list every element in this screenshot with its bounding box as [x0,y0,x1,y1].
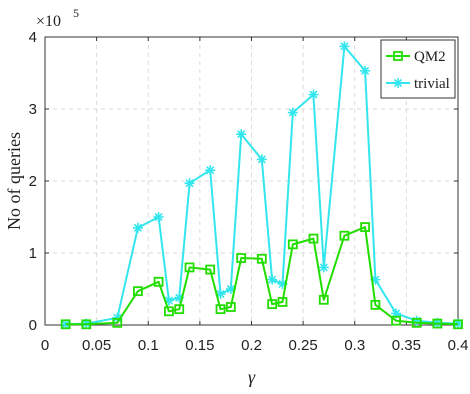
data-point [453,319,463,330]
series-line [65,226,459,326]
series-QM2 [60,222,463,330]
x-tick-label: 0.15 [185,337,214,354]
data-point [132,222,143,233]
data-point [432,318,443,329]
legend-label: trivial [414,76,450,92]
data-point [236,253,247,263]
data-point [205,264,216,275]
data-point [174,304,185,315]
data-point [81,319,92,330]
y-tick-label: 3 [29,101,37,118]
data-point [360,222,370,232]
data-point [318,294,329,305]
legend-marker [393,78,403,88]
x-axis-label: γ [248,367,256,387]
legend: QM2 trivial [380,39,456,99]
data-point [277,297,288,307]
y-exponent-base: ×10 [36,13,61,30]
data-point [318,262,329,273]
series-group [60,41,463,330]
y-tick-label: 4 [29,29,37,46]
data-point [339,230,350,241]
legend-item-trivial: trivial [386,76,450,92]
data-point [112,317,123,328]
data-point [236,129,247,140]
legend-item-QM2: QM2 [386,49,446,65]
legend-marker [393,51,403,61]
x-tick-label: 0 [41,337,49,354]
y-tick-label: 2 [29,173,37,190]
data-point [267,274,278,285]
data-point [184,262,195,273]
x-tick-label: 0.25 [289,337,318,354]
x-tick-label: 0.4 [448,337,469,354]
data-point [225,302,236,312]
data-point [391,315,401,326]
data-point [256,154,267,165]
data-point [163,306,174,317]
data-point [411,317,422,328]
data-point [308,89,319,100]
y-tick-label: 0 [29,317,37,334]
legend-box [380,39,456,99]
data-point [205,165,216,176]
data-point [153,212,164,222]
data-point [60,319,71,330]
data-point [339,41,350,52]
data-point [256,253,267,264]
x-tick-label: 0.1 [138,337,159,354]
axis-ticks: 0 0.05 0.1 0.15 0.2 0.25 0.3 0.35 0.4 0 1 2 3 4 [29,29,469,354]
legend-label: QM2 [414,49,446,65]
data-point [267,299,278,310]
data-point [360,65,371,76]
data-point [308,233,319,244]
x-tick-label: 0.2 [241,337,262,354]
y-axis-label: No of queries [4,132,24,230]
data-point [133,286,143,297]
data-point [215,304,226,315]
data-point [184,178,195,189]
data-point [287,107,298,118]
x-tick-label: 0.3 [344,337,365,354]
x-tick-label: 0.35 [392,337,421,354]
data-point [287,239,298,250]
y-exponent-power: 5 [73,6,79,20]
data-point [370,299,381,310]
x-tick-label: 0.05 [82,337,111,354]
y-tick-label: 1 [29,245,37,262]
data-point [153,276,164,287]
